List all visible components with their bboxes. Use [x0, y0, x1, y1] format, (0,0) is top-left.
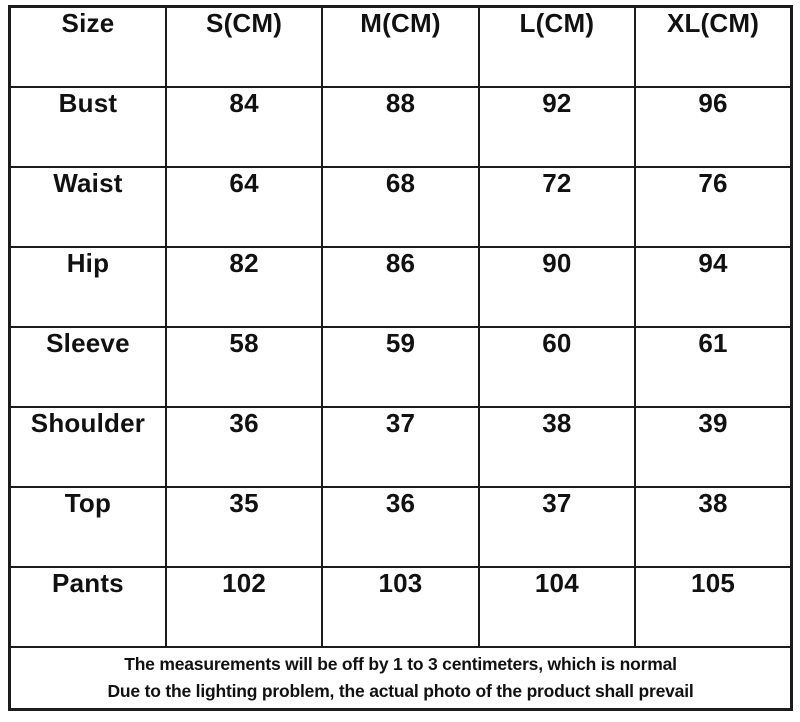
table-row-shoulder: Shoulder 36 37 38 39 — [8, 406, 793, 488]
cell-shoulder-l: 38 — [477, 406, 637, 488]
cell-waist-s: 64 — [164, 166, 324, 248]
cell-bust-l: 92 — [477, 86, 637, 168]
size-chart-table: Size S(CM) M(CM) L(CM) XL(CM) Bust 84 88… — [8, 5, 793, 711]
row-label-pants: Pants — [8, 566, 167, 648]
row-label-top: Top — [8, 486, 167, 568]
table-row-top: Top 35 36 37 38 — [8, 486, 793, 568]
cell-top-xl: 38 — [634, 486, 793, 568]
header-cell-l: L(CM) — [477, 5, 637, 88]
cell-hip-m: 86 — [321, 246, 480, 328]
cell-pants-l: 104 — [477, 566, 637, 648]
table-row-pants: Pants 102 103 104 105 — [8, 566, 793, 648]
row-label-sleeve: Sleeve — [8, 326, 167, 408]
cell-shoulder-s: 36 — [164, 406, 324, 488]
header-cell-s: S(CM) — [164, 5, 324, 88]
cell-bust-xl: 96 — [634, 86, 793, 168]
cell-waist-m: 68 — [321, 166, 480, 248]
row-label-shoulder: Shoulder — [8, 406, 167, 488]
footer-row: The measurements will be off by 1 to 3 c… — [8, 646, 793, 711]
cell-shoulder-xl: 39 — [634, 406, 793, 488]
row-label-hip: Hip — [8, 246, 167, 328]
cell-pants-xl: 105 — [634, 566, 793, 648]
cell-sleeve-l: 60 — [477, 326, 637, 408]
header-cell-size: Size — [8, 5, 167, 88]
header-row: Size S(CM) M(CM) L(CM) XL(CM) — [8, 5, 793, 88]
cell-waist-xl: 76 — [634, 166, 793, 248]
cell-sleeve-m: 59 — [321, 326, 480, 408]
footer-note-line-1: The measurements will be off by 1 to 3 c… — [124, 654, 677, 674]
cell-bust-s: 84 — [164, 86, 324, 168]
table-row-waist: Waist 64 68 72 76 — [8, 166, 793, 248]
cell-shoulder-m: 37 — [321, 406, 480, 488]
table-row-hip: Hip 82 86 90 94 — [8, 246, 793, 328]
footer-note-line-2: Due to the lighting problem, the actual … — [107, 681, 694, 701]
table-row-sleeve: Sleeve 58 59 60 61 — [8, 326, 793, 408]
cell-pants-m: 103 — [321, 566, 480, 648]
cell-waist-l: 72 — [477, 166, 637, 248]
header-cell-xl: XL(CM) — [634, 5, 793, 88]
cell-top-l: 37 — [477, 486, 637, 568]
row-label-bust: Bust — [8, 86, 167, 168]
cell-top-s: 35 — [164, 486, 324, 568]
header-cell-m: M(CM) — [321, 5, 480, 88]
cell-hip-s: 82 — [164, 246, 324, 328]
cell-sleeve-s: 58 — [164, 326, 324, 408]
cell-pants-s: 102 — [164, 566, 324, 648]
cell-bust-m: 88 — [321, 86, 480, 168]
cell-hip-l: 90 — [477, 246, 637, 328]
row-label-waist: Waist — [8, 166, 167, 248]
cell-sleeve-xl: 61 — [634, 326, 793, 408]
cell-hip-xl: 94 — [634, 246, 793, 328]
footer-note-cell: The measurements will be off by 1 to 3 c… — [8, 646, 793, 711]
table-row-bust: Bust 84 88 92 96 — [8, 86, 793, 168]
cell-top-m: 36 — [321, 486, 480, 568]
